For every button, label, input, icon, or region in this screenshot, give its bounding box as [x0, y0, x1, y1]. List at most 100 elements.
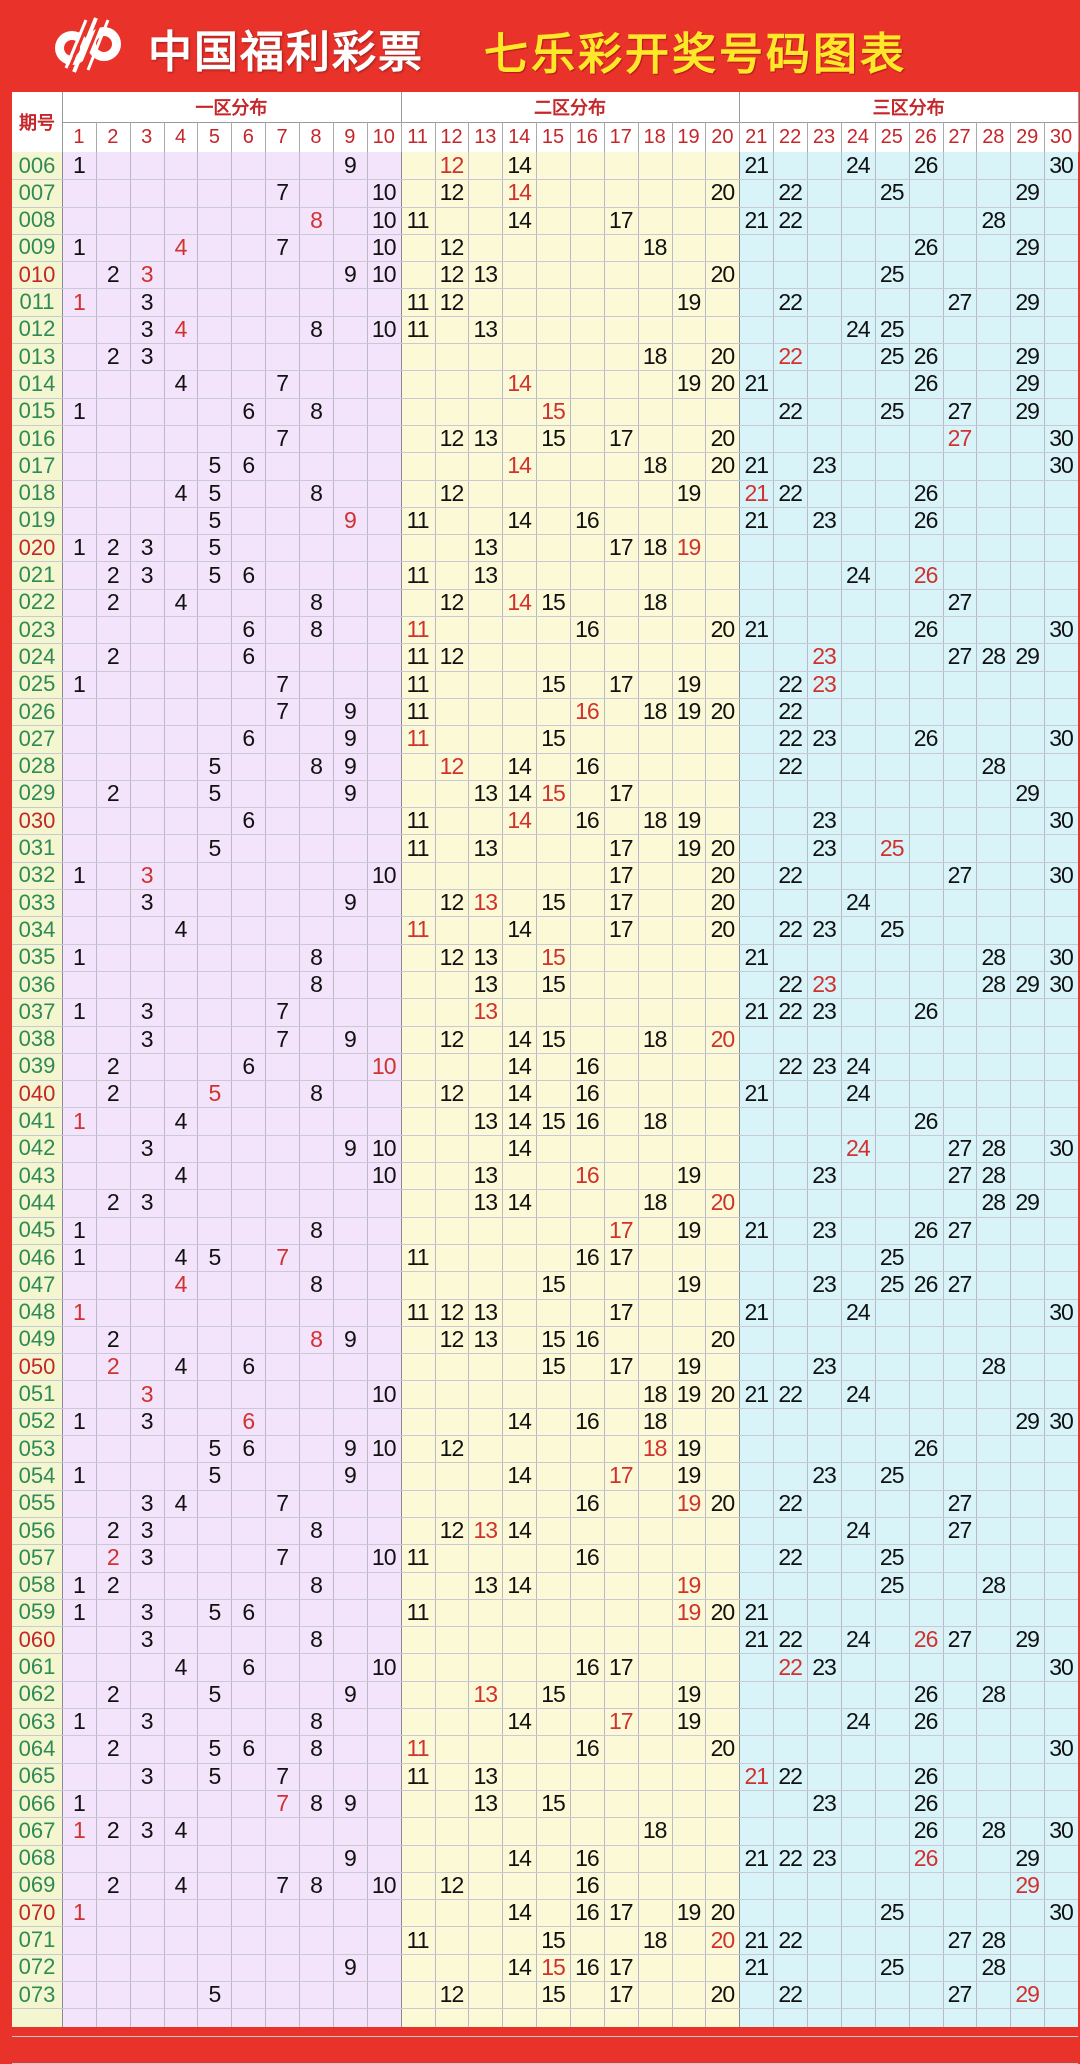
drawn-number: 12 — [439, 643, 465, 670]
period-cell: 050 — [18, 1353, 56, 1379]
drawn-number: 9 — [343, 1025, 357, 1052]
period-cell: 058 — [18, 1572, 56, 1598]
special-number: 22 — [778, 343, 803, 370]
period-cell: 049 — [18, 1326, 56, 1352]
drawn-number: 4 — [174, 479, 188, 506]
drawn-number: 17 — [608, 1953, 634, 1980]
special-number: 20 — [710, 1025, 736, 1052]
drawn-number: 30 — [1049, 452, 1074, 479]
grid-line — [976, 152, 978, 2027]
drawn-number: 8 — [310, 1871, 323, 1898]
drawn-number: 6 — [242, 725, 255, 752]
drawn-number: 27 — [947, 288, 973, 315]
period-cell: 047 — [18, 1271, 56, 1297]
drawn-number: 19 — [676, 1162, 702, 1189]
period-cell: 030 — [18, 807, 56, 833]
drawn-number: 13 — [473, 1571, 499, 1598]
drawn-number: 19 — [676, 670, 702, 697]
drawn-number: 4 — [174, 1162, 188, 1189]
table-row: 026 7 9 11 16 18 19 20 22 — [12, 698, 1078, 727]
drawn-number: 28 — [981, 943, 1007, 970]
special-number: 3 — [140, 1380, 154, 1407]
column-number-header: 29 — [1010, 122, 1046, 152]
drawn-number: 13 — [473, 834, 499, 861]
grid-line — [62, 152, 63, 2027]
drawn-number: 13 — [473, 943, 499, 970]
drawn-number: 12 — [439, 479, 465, 506]
table-row: 034 4 11 14 17 20 22 23 25 — [12, 916, 1078, 945]
drawn-number: 22 — [778, 670, 803, 697]
period-cell: 061 — [18, 1654, 56, 1679]
period-cell: 006 — [18, 152, 56, 178]
drawn-number: 23 — [812, 1216, 837, 1243]
drawn-number: 18 — [642, 1380, 668, 1407]
table-row: 028 5 8 9 12 14 16 22 28 — [12, 753, 1078, 781]
drawn-number: 7 — [276, 1871, 289, 1898]
drawn-number: 30 — [1049, 1735, 1074, 1762]
drawn-number: 3 — [140, 288, 154, 315]
period-cell: 064 — [18, 1735, 56, 1761]
period-cell: 068 — [18, 1845, 56, 1871]
drawn-number: 18 — [642, 1817, 668, 1844]
drawn-number: 24 — [846, 1517, 871, 1543]
drawn-number: 26 — [913, 1107, 939, 1134]
table-row: 065 3 5 7 11 13 21 22 26 — [12, 1763, 1078, 1791]
drawn-number: 25 — [879, 397, 905, 424]
drawn-number: 24 — [846, 561, 871, 588]
drawn-number: 5 — [208, 479, 221, 506]
drawn-number: 19 — [676, 1435, 702, 1462]
drawn-number: 3 — [140, 1407, 154, 1434]
drawn-number: 29 — [1015, 1844, 1040, 1871]
drawn-number: 18 — [642, 1107, 668, 1134]
drawn-number: 16 — [575, 1871, 600, 1898]
drawn-number: 1 — [73, 1462, 86, 1489]
drawn-number: 28 — [981, 1953, 1007, 1980]
period-cell: 071 — [18, 1927, 56, 1952]
special-number: 3 — [140, 261, 154, 288]
drawn-number: 12 — [439, 1435, 465, 1462]
drawn-number: 11 — [406, 807, 430, 834]
drawn-number: 18 — [642, 588, 668, 615]
period-cell: 012 — [18, 316, 56, 342]
drawn-number: 12 — [439, 1298, 465, 1325]
table-row: 036 8 13 15 22 23 28 29 30 — [12, 971, 1078, 1000]
special-number: 29 — [1015, 1981, 1040, 2008]
drawn-number: 17 — [608, 670, 634, 697]
page-title: 七乐彩开奖号码图表 — [484, 29, 907, 80]
drawn-number: 4 — [174, 1871, 188, 1898]
drawn-number: 3 — [140, 534, 154, 561]
drawn-number: 19 — [676, 834, 702, 861]
drawn-number: 27 — [947, 1216, 973, 1243]
period-cell: 065 — [18, 1763, 56, 1789]
column-number-header: 5 — [197, 122, 233, 152]
period-cell: 014 — [18, 370, 56, 396]
table-row: 053 5 6 9 10 12 18 19 26 — [12, 1435, 1078, 1464]
drawn-number: 30 — [1049, 807, 1074, 834]
drawn-number: 2 — [106, 1052, 120, 1079]
drawn-number: 24 — [846, 1380, 871, 1407]
table-row: 066 1 7 8 9 13 15 23 26 — [12, 1790, 1078, 1819]
drawn-number: 9 — [343, 698, 357, 724]
drawn-number: 17 — [608, 1981, 634, 2008]
special-number: 27 — [947, 425, 973, 451]
table-row: 070 1 14 16 17 19 20 25 30 — [12, 1899, 1078, 1928]
drawn-number: 13 — [473, 971, 499, 997]
table-row: 063 1 3 8 14 17 19 24 26 — [12, 1708, 1078, 1737]
drawn-number: 6 — [242, 1735, 255, 1762]
grid-line — [1044, 152, 1046, 2027]
table-row: 031 5 11 13 17 19 20 23 25 — [12, 835, 1078, 863]
drawn-number: 11 — [406, 1298, 430, 1325]
drawn-number: 29 — [1015, 397, 1040, 424]
column-number-header: 9 — [333, 122, 368, 152]
table-body: 006 1 9 12 14 21 24 26 30 007 7 10 12 14 20 22 25 29 008 8 1… — [12, 152, 1078, 2064]
drawn-number: 11 — [406, 834, 430, 861]
special-number: 2 — [106, 1353, 120, 1380]
drawn-number: 1 — [73, 233, 86, 260]
drawn-number: 12 — [439, 1981, 465, 2008]
drawn-number: 1 — [73, 1244, 86, 1270]
table-row: 033 3 9 12 13 15 17 20 24 — [12, 889, 1078, 918]
drawn-number: 20 — [710, 916, 736, 943]
table-row: 039 2 6 10 14 16 22 23 24 — [12, 1052, 1078, 1082]
drawn-number: 2 — [106, 779, 120, 806]
period-cell: 023 — [18, 616, 56, 642]
